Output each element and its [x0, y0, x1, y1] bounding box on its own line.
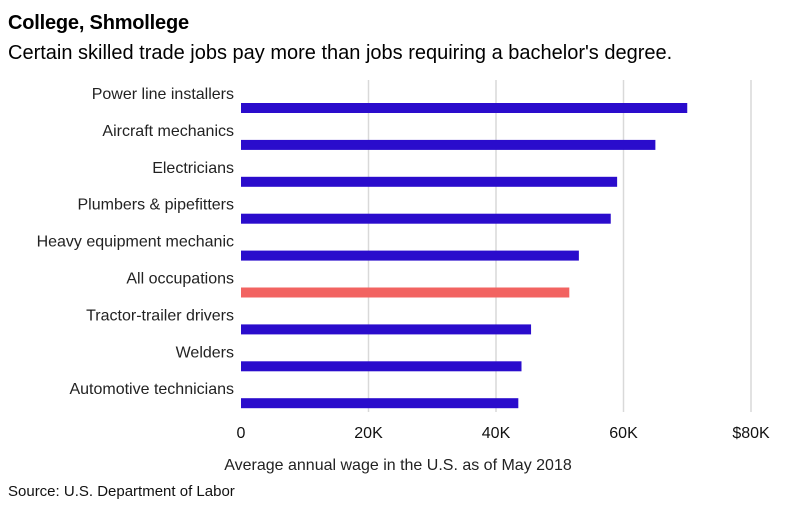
x-tick-label: $80K	[732, 425, 770, 442]
bar	[241, 398, 519, 409]
category-label: Welders	[176, 344, 234, 361]
category-labels: Power line installers Aircraft mechanics E…	[37, 86, 234, 398]
x-tick-label: 40K	[482, 425, 511, 442]
bars	[241, 103, 688, 409]
category-label: Aircraft mechanics	[102, 123, 234, 140]
bar	[241, 213, 611, 224]
category-label: Heavy equipment mechanic	[37, 234, 234, 251]
bar	[241, 250, 579, 261]
bar	[241, 361, 522, 372]
category-label: Power line installers	[92, 86, 234, 103]
chart-subtitle: Certain skilled trade jobs pay more than…	[8, 42, 673, 64]
x-tick-label: 20K	[354, 425, 383, 442]
bar	[241, 103, 688, 113]
category-label: Automotive technicians	[69, 381, 234, 398]
bar	[241, 139, 656, 150]
x-axis-title: Average annual wage in the U.S. as of Ma…	[224, 457, 572, 474]
category-label: All occupations	[126, 271, 234, 288]
gridlines	[367, 80, 752, 412]
bar	[241, 176, 618, 187]
category-label: Plumbers & pipefitters	[77, 197, 234, 214]
category-label: Electricians	[152, 160, 234, 177]
source-note: Source: U.S. Department of Labor	[8, 483, 235, 500]
x-tick-label: 60K	[609, 425, 638, 442]
bar	[241, 324, 532, 335]
chart-title: College, Shmollege	[8, 12, 189, 34]
x-axis-ticks: 0 20K 40K 60K $80K	[237, 425, 770, 442]
x-tick-label: 0	[237, 425, 246, 442]
bar	[241, 287, 570, 298]
bar-chart: Power line installers Aircraft mechanics E…	[37, 80, 770, 474]
category-label: Tractor-trailer drivers	[86, 307, 234, 324]
